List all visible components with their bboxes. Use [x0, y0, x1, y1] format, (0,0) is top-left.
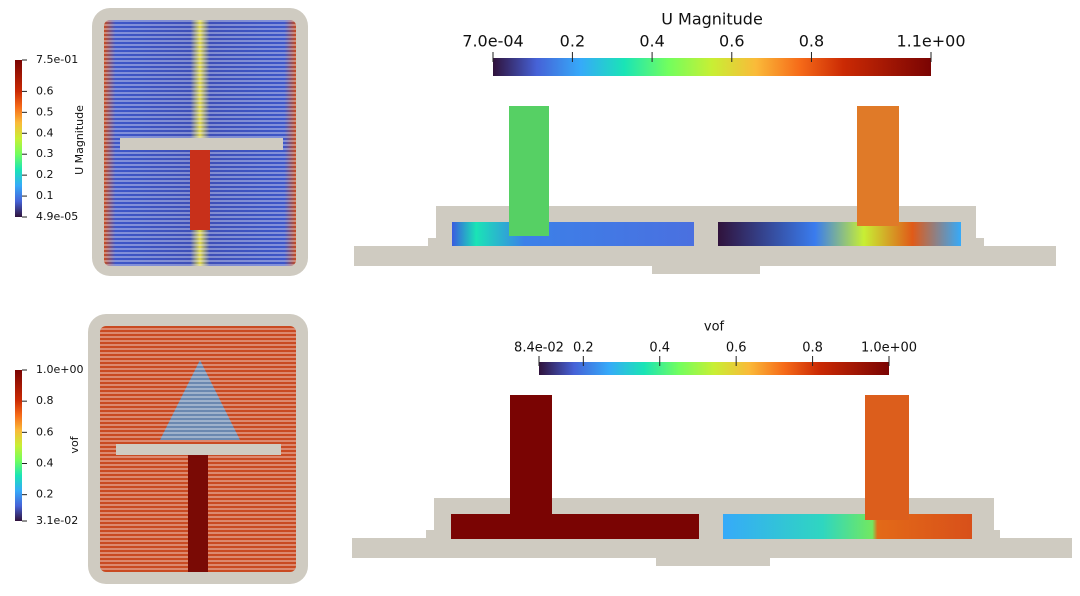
field [510, 395, 552, 520]
jet [190, 150, 210, 230]
field [857, 106, 899, 226]
colorbar [15, 370, 22, 521]
tick-label: 0.4 [36, 456, 54, 469]
tick-label: 0.8 [802, 341, 823, 356]
tick-label: 3.1e-02 [36, 514, 78, 527]
tick-label: 0.3 [36, 147, 54, 160]
jet [188, 455, 208, 572]
tick-label: 0.8 [799, 32, 824, 51]
colorbar [493, 58, 931, 76]
tick-label: 0.2 [36, 488, 54, 501]
colorbar [539, 362, 889, 375]
field [865, 395, 909, 520]
colorbar-title: vof [704, 320, 725, 335]
tick-label: 0.2 [36, 168, 54, 181]
tick-label: 0.5 [36, 105, 54, 118]
tick-label: 0.4 [36, 126, 54, 139]
tick-label: 0.6 [36, 84, 54, 97]
field [452, 222, 694, 246]
field [451, 514, 699, 539]
colorbar [15, 60, 22, 217]
tick-label: 0.8 [36, 394, 54, 407]
tick-label: 0.4 [649, 341, 670, 356]
tick-label: 0.6 [36, 425, 54, 438]
tick-label: 0.6 [726, 341, 747, 356]
divider [120, 138, 283, 150]
divider [116, 444, 281, 455]
tick-label: 4.9e-05 [36, 210, 78, 223]
tick-label: 0.2 [573, 341, 594, 356]
field [723, 514, 972, 539]
tick-label: 0.2 [560, 32, 585, 51]
field [509, 106, 549, 236]
tick-label: 7.0e-04 [462, 32, 523, 51]
colorbar-title: vof [68, 435, 81, 453]
field [718, 222, 961, 246]
tick-label: 0.1 [36, 189, 54, 202]
tick-label: 1.1e+00 [896, 32, 965, 51]
tick-label: 0.4 [639, 32, 664, 51]
tick-label: 1.0e+00 [36, 363, 83, 376]
tick-label: 7.5e-01 [36, 53, 78, 66]
tick-label: 0.6 [719, 32, 744, 51]
tick-label: 1.0e+00 [861, 341, 917, 356]
tick-label: 8.4e-02 [514, 341, 564, 356]
colorbar-title: U Magnitude [73, 105, 86, 175]
colorbar-title: U Magnitude [661, 10, 763, 29]
